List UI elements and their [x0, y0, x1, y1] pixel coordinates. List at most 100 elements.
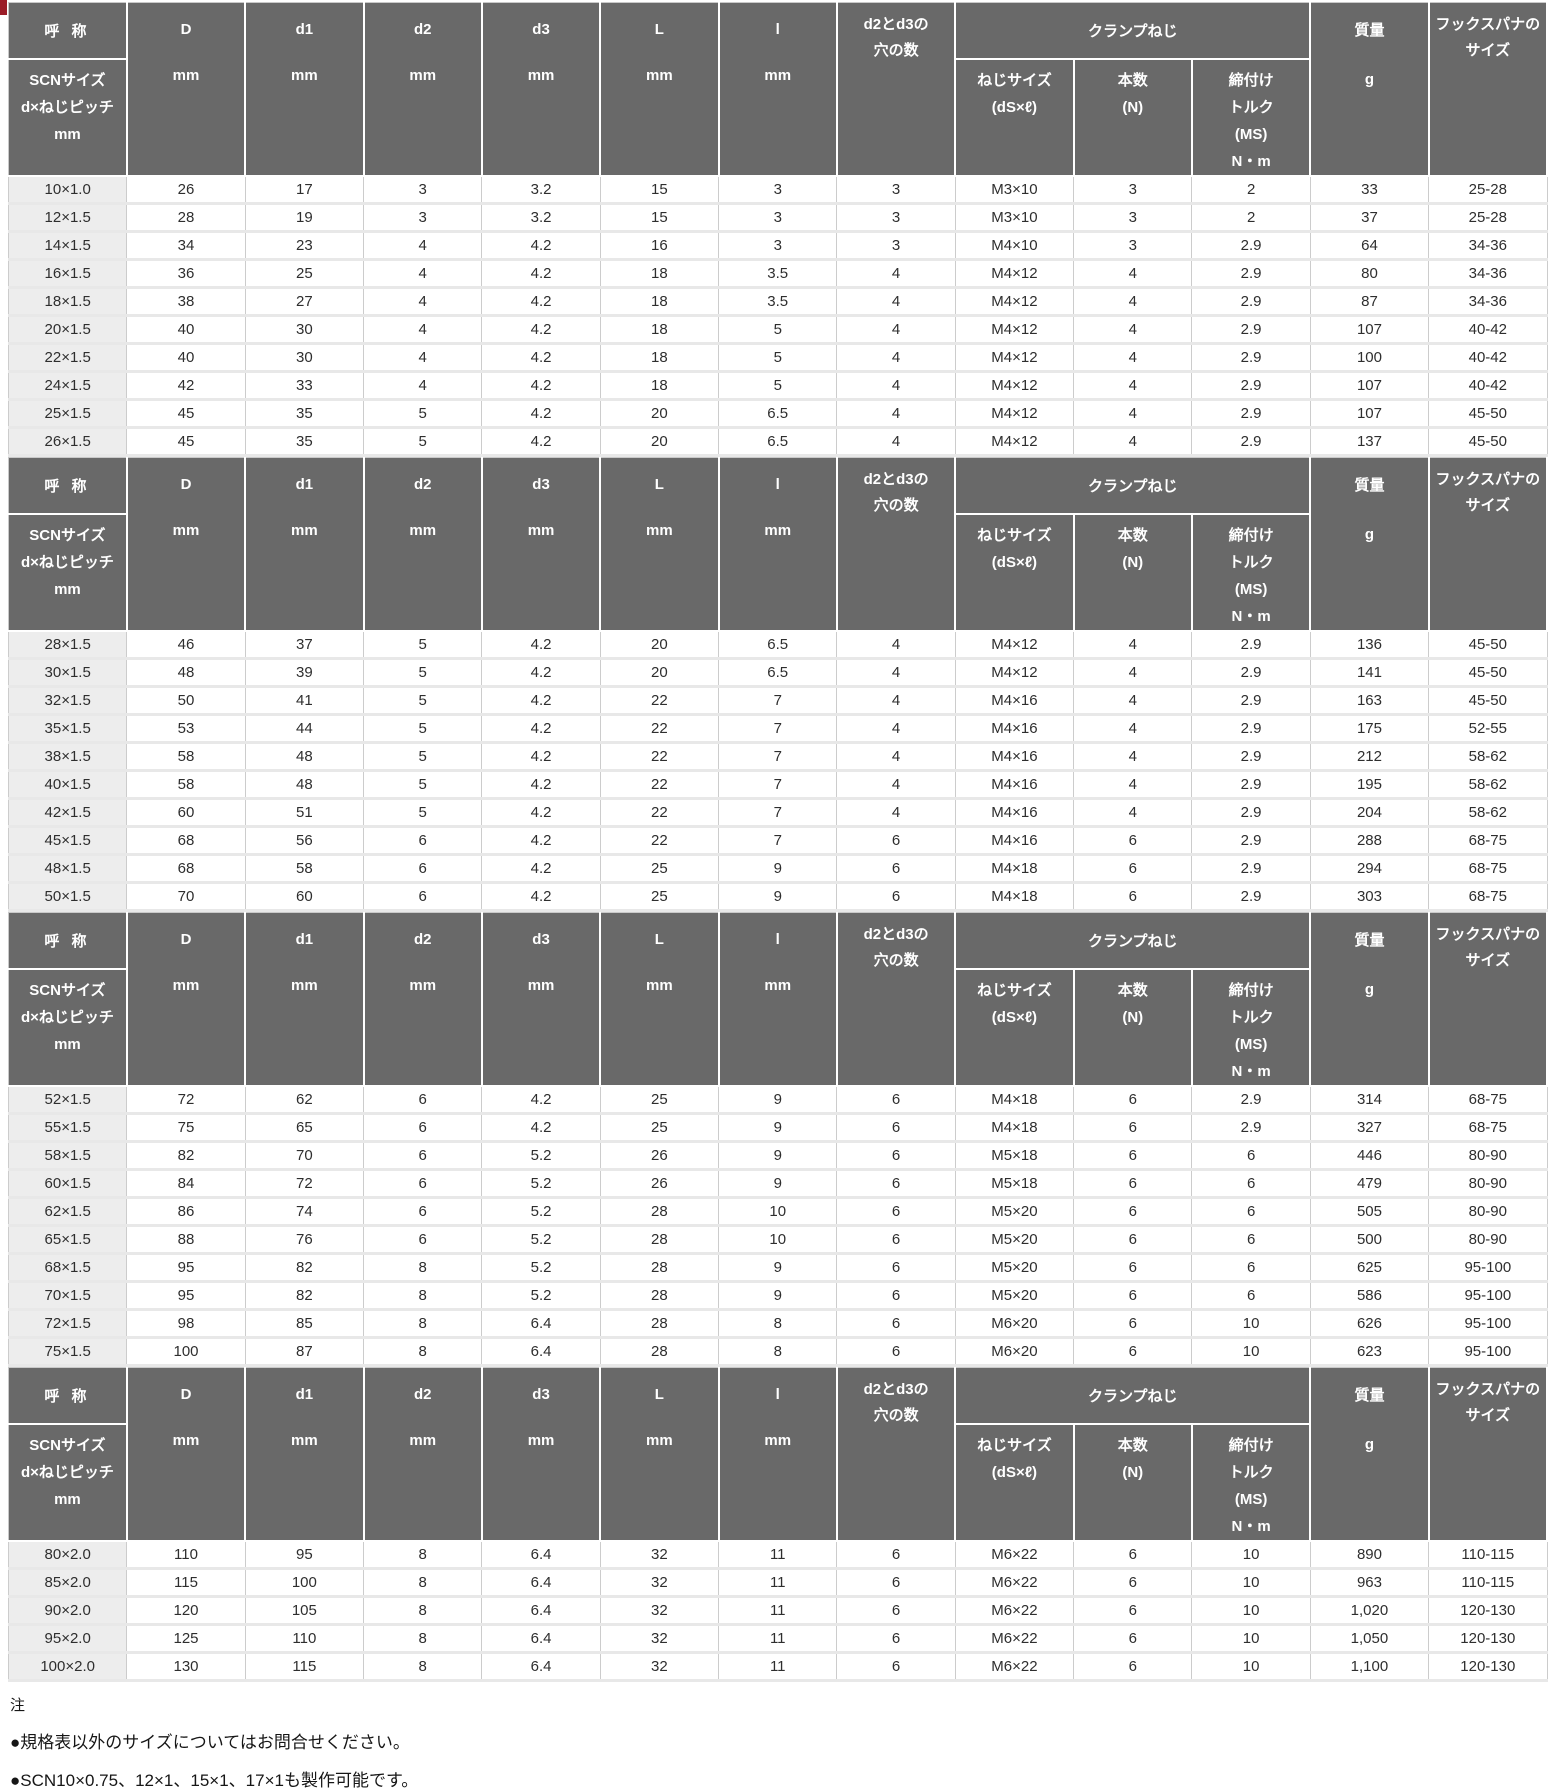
header-dim-label: D [180, 930, 192, 948]
cell-holes: 6 [836, 1652, 956, 1682]
cell-torque: 2.9 [1191, 714, 1311, 744]
header-clamp-line: 本数 [1117, 526, 1148, 544]
cell-d1: 48 [245, 770, 365, 800]
cell-size: 42×1.5 [7, 798, 128, 828]
cell-d1: 56 [245, 826, 365, 856]
cell-d2: 5 [363, 714, 483, 744]
cell-spanner-size: 120-130 [1428, 1596, 1548, 1626]
cell-screw-count: 4 [1073, 259, 1193, 289]
table-row: 35×1.5 53 44 5 4.2 22 7 4 M4×16 4 2.9 175 52-55 [7, 714, 1548, 744]
cell-screw-count: 6 [1073, 1652, 1193, 1682]
table-row: 95×2.0 125 110 8 6.4 32 11 6 M6×22 6 10 1,050 120-13… [7, 1624, 1548, 1654]
cell-d1: 58 [245, 854, 365, 884]
cell-screw-size: M4×12 [955, 630, 1075, 660]
cell-d2: 8 [363, 1596, 483, 1626]
cell-l: 7 [718, 798, 838, 828]
cell-d3: 6.4 [481, 1624, 601, 1654]
header-clamp-line: ねじサイズ [977, 526, 1052, 544]
cell-holes: 3 [836, 175, 956, 205]
header-cell-d1: d1 mm [245, 912, 365, 1087]
header-spanner-line: フックスパナの [1435, 471, 1541, 488]
table-row: 45×1.5 68 56 6 4.2 22 7 6 M4×16 6 2.9 288 68-75 [7, 826, 1548, 856]
cell-L: 18 [600, 287, 720, 317]
cell-screw-count: 3 [1073, 175, 1193, 205]
cell-mass: 175 [1310, 714, 1430, 744]
header-mass-label: 質量 [1354, 931, 1385, 949]
cell-spanner-size: 80-90 [1428, 1141, 1548, 1171]
header-clamp-line: (MS) [1234, 125, 1268, 143]
header-clamp-line: N・m [1231, 607, 1271, 625]
cell-d2: 6 [363, 1141, 483, 1171]
header-dim-unit: mm [764, 1432, 792, 1449]
cell-holes: 6 [836, 1085, 956, 1115]
cell-size: 65×1.5 [7, 1225, 128, 1255]
cell-screw-count: 4 [1073, 686, 1193, 716]
cell-D: 75 [126, 1113, 246, 1143]
cell-spanner-size: 80-90 [1428, 1169, 1548, 1199]
cell-d3: 5.2 [481, 1169, 601, 1199]
cell-torque: 6 [1191, 1141, 1311, 1171]
header-row-sub: SCNサイズ d×ねじピッチ mm ねじサイズ (dS×ℓ) 本数 (N) 締付け トルク (MS… [8, 1423, 1548, 1542]
header-mass-unit: g [1364, 981, 1375, 998]
cell-D: 86 [126, 1197, 246, 1227]
table-body: 10×1.0 26 17 3 3.2 15 3 3 M3×10 3 2 33 25-28 12×1.5 28… [7, 175, 1548, 457]
cell-size: 62×1.5 [7, 1197, 128, 1227]
cell-mass: 625 [1310, 1253, 1430, 1283]
cell-holes: 4 [836, 399, 956, 429]
cell-L: 18 [600, 315, 720, 345]
cell-L: 18 [600, 259, 720, 289]
header-cell-clamp-group: クランプねじ [955, 912, 1312, 970]
header-clamp-line: (dS×ℓ) [991, 553, 1038, 571]
header-dim-label: L [654, 1385, 664, 1403]
cell-d2: 6 [363, 854, 483, 884]
header-name-sub-line: SCNサイズ [29, 526, 106, 544]
header-cell-d1: d1 mm [245, 2, 365, 177]
header-holes-line: 穴の数 [873, 952, 919, 969]
header-cell-d3: d3 mm [481, 912, 602, 1087]
cell-size: 26×1.5 [7, 427, 128, 457]
cell-D: 34 [126, 231, 246, 261]
cell-screw-size: M6×20 [955, 1337, 1075, 1367]
table-row: 50×1.5 70 60 6 4.2 25 9 6 M4×18 6 2.9 303 68-75 [7, 882, 1548, 912]
cell-mass: 195 [1310, 770, 1430, 800]
cell-L: 25 [600, 1085, 720, 1115]
cell-L: 20 [600, 658, 720, 688]
header-cell-name: 呼 称 [8, 457, 128, 515]
cell-d2: 8 [363, 1540, 483, 1570]
header-clamp-line: N・m [1231, 152, 1271, 170]
header-holes-line: d2とd3の [863, 471, 929, 488]
cell-d1: 44 [245, 714, 365, 744]
cell-size: 72×1.5 [7, 1309, 128, 1339]
cell-spanner-size: 40-42 [1428, 343, 1548, 373]
cell-screw-count: 4 [1073, 427, 1193, 457]
cell-L: 28 [600, 1281, 720, 1311]
cell-spanner-size: 45-50 [1428, 427, 1548, 457]
table-row: 38×1.5 58 48 5 4.2 22 7 4 M4×16 4 2.9 212 58-62 [7, 742, 1548, 772]
header-name-sub-line: d×ねじピッチ [20, 553, 114, 571]
header-dim-unit: mm [172, 67, 200, 84]
cell-D: 58 [126, 742, 246, 772]
table-row: 100×2.0 130 115 8 6.4 32 11 6 M6×22 6 10 1,100 120-1… [7, 1652, 1548, 1682]
cell-holes: 6 [836, 1624, 956, 1654]
cell-holes: 6 [836, 1309, 956, 1339]
cell-d1: 115 [245, 1652, 365, 1682]
cell-d2: 6 [363, 1085, 483, 1115]
header-dim-unit: mm [172, 522, 200, 539]
header-name-sub-line: d×ねじピッチ [20, 1463, 114, 1481]
header-dim-unit: mm [172, 977, 200, 994]
cell-screw-size: M4×12 [955, 399, 1075, 429]
cell-screw-count: 6 [1073, 1337, 1193, 1367]
cell-screw-size: M4×16 [955, 742, 1075, 772]
cell-d3: 6.4 [481, 1337, 601, 1367]
cell-torque: 10 [1191, 1596, 1311, 1626]
cell-L: 28 [600, 1309, 720, 1339]
cell-size: 45×1.5 [7, 826, 128, 856]
cell-screw-count: 6 [1073, 1169, 1193, 1199]
header-dim-unit: mm [646, 522, 673, 539]
page-corner-accent [0, 0, 7, 15]
cell-holes: 6 [836, 826, 956, 856]
cell-torque: 2.9 [1191, 882, 1311, 912]
